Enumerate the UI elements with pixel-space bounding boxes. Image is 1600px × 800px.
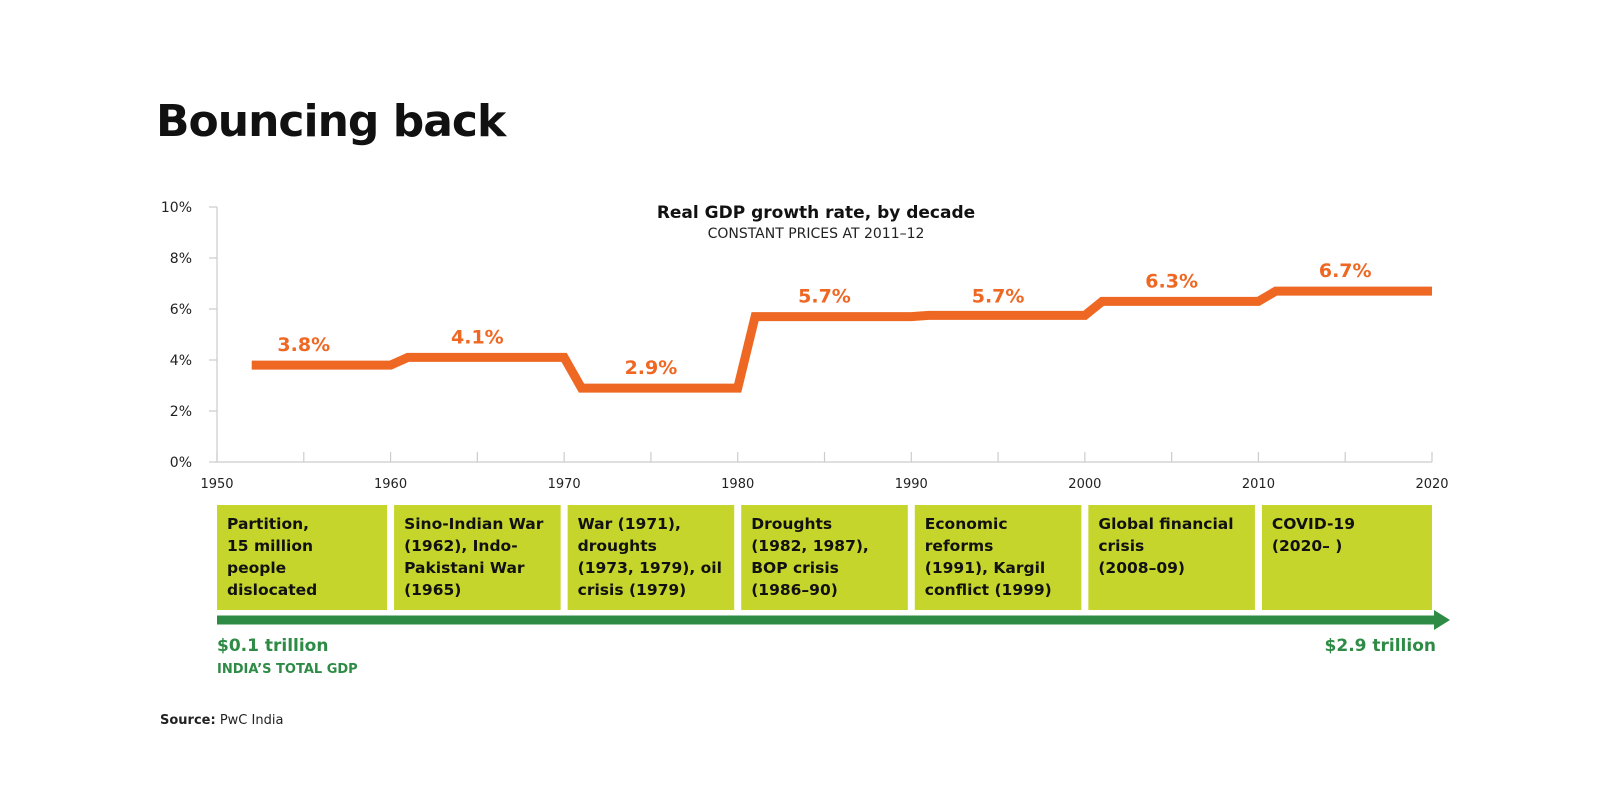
event-box: [1088, 505, 1255, 610]
gdp-end-value: $2.9 trillion: [1325, 636, 1436, 656]
event-text: Economic reforms (1991), Kargil conflict (1…: [925, 515, 1052, 599]
event-text-line: (2020– ): [1272, 537, 1342, 555]
growth-rate-line: [251, 286, 1432, 393]
y-tick-label: 6%: [170, 302, 192, 318]
event-text-line: (1986–90): [751, 581, 838, 599]
event-text-line: (1965): [404, 581, 461, 599]
event-text-line: Partition,: [227, 515, 309, 533]
page-title: Bouncing back: [156, 96, 506, 147]
event-text-line: War (1971),: [578, 515, 681, 533]
y-tick-label: 0%: [170, 455, 192, 471]
gdp-start-value: $0.1 trillion: [217, 636, 328, 656]
event-text-line: dislocated: [227, 581, 317, 599]
source-value: PwC India: [219, 713, 284, 728]
y-tick-label: 2%: [170, 404, 192, 420]
event-text-line: Economic: [925, 515, 1008, 533]
event-text-line: people: [227, 559, 286, 577]
decade-value-label: 6.7%: [1319, 260, 1372, 282]
chart-series: [251, 286, 1432, 393]
event-text-line: Droughts: [751, 515, 832, 533]
event-box: [567, 505, 735, 610]
event-text-line: Sino-Indian War: [404, 515, 544, 533]
event-text-line: COVID-19: [1272, 515, 1355, 533]
event-text-line: (1991), Kargil: [925, 559, 1045, 577]
event-text-line: droughts: [578, 537, 657, 555]
gdp-start-caption: INDIA’S TOTAL GDP: [217, 662, 358, 677]
x-tick-label: 1970: [548, 477, 581, 492]
event-text-line: reforms: [925, 537, 994, 555]
decade-value-label: 5.7%: [972, 286, 1025, 308]
event-text-line: crisis (1979): [578, 581, 687, 599]
y-tick-label: 10%: [161, 200, 192, 216]
y-tick-label: 4%: [170, 353, 192, 369]
value-labels: 3.8% 4.1% 2.9% 5.7% 5.7% 6.3% 6.7%: [277, 260, 1371, 379]
x-tick-label: 1990: [895, 477, 928, 492]
x-tick-label: 2000: [1068, 477, 1101, 492]
event-text-line: 15 million: [227, 537, 313, 555]
event-text: Partition, 15 million people dislocated: [227, 515, 317, 599]
event-boxes: Partition, 15 million people dislocated Sino…: [217, 505, 1432, 610]
gdp-arrow-group: $0.1 trillion INDIA’S TOTAL GDP $2.9 tri…: [217, 610, 1450, 677]
event-text-line: (1982, 1987),: [751, 537, 869, 555]
decade-value-label: 2.9%: [625, 357, 678, 379]
event-text-line: Global financial: [1098, 515, 1233, 533]
event-box: [394, 505, 561, 610]
chart-title: Real GDP growth rate, by decade: [657, 203, 975, 223]
decade-value-label: 4.1%: [451, 326, 504, 348]
source-label: Source:: [160, 713, 216, 728]
decade-value-label: 3.8%: [277, 334, 330, 356]
chart-subtitle: CONSTANT PRICES AT 2011–12: [708, 226, 925, 242]
event-box: [914, 505, 1082, 610]
x-tick-label: 1950: [200, 477, 233, 492]
event-text: COVID-19 (2020– ): [1272, 515, 1355, 555]
source-note: Source: PwC India: [160, 713, 283, 728]
event-text: Sino-Indian War (1962), Indo- Pakistani Wa…: [404, 515, 544, 599]
event-text-line: BOP crisis: [751, 559, 839, 577]
event-text-line: (2008–09): [1098, 559, 1185, 577]
event-text: War (1971), droughts (1973, 1979), oil cris…: [578, 515, 722, 599]
y-tick-label: 8%: [170, 251, 192, 267]
chart-axes: 0% 2% 4% 6% 8% 10% 1950 1960 1970 1980 1990 2000 201…: [161, 200, 1449, 492]
x-tick-label: 2010: [1242, 477, 1275, 492]
event-text-line: conflict (1999): [925, 581, 1052, 599]
decade-value-label: 5.7%: [798, 286, 851, 308]
decade-value-label: 6.3%: [1145, 270, 1198, 292]
event-text-line: (1973, 1979), oil: [578, 559, 722, 577]
event-box: [217, 505, 388, 610]
x-tick-label: 2020: [1415, 477, 1448, 492]
event-text: Droughts (1982, 1987), BOP crisis (1986–90): [751, 515, 869, 599]
event-text-line: Pakistani War: [404, 559, 525, 577]
event-text-line: crisis: [1098, 537, 1144, 555]
event-box: [741, 505, 908, 610]
x-tick-label: 1980: [721, 477, 754, 492]
x-tick-label: 1960: [374, 477, 407, 492]
gdp-arrow-head: [1434, 610, 1450, 630]
event-box: [1261, 505, 1432, 610]
event-text: Global financial crisis (2008–09): [1098, 515, 1233, 577]
event-text-line: (1962), Indo-: [404, 537, 518, 555]
